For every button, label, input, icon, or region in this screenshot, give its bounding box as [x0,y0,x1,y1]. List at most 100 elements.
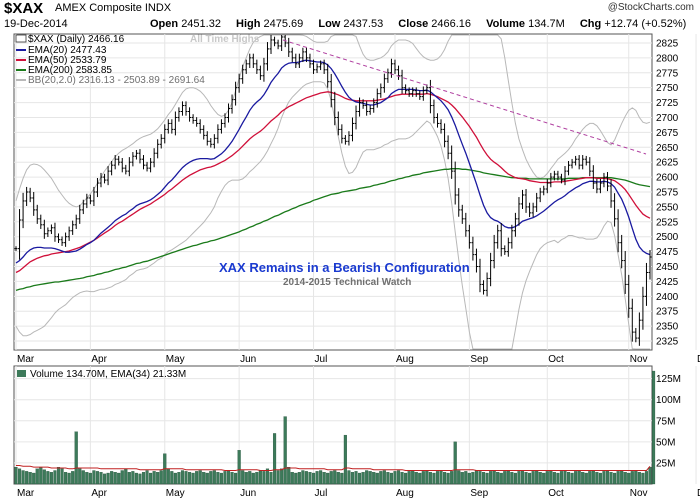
volume-bar [407,471,411,485]
volume-bar [581,472,585,485]
volume-bar [450,471,454,485]
volume-bar [425,470,429,485]
volume-tick-label: 25M [656,458,675,469]
volume-bar [595,472,599,485]
volume-bar [634,470,638,485]
volume-bar [53,470,57,485]
legend-ema50: EMA(50) 2533.79 [28,55,107,66]
volume-bar [262,471,266,485]
open-label: Open [150,18,179,30]
volume-bar [145,470,149,485]
volume-bar [131,471,135,485]
volume-bar [347,470,351,485]
volume-bar [234,472,238,485]
volume-bar [535,470,539,485]
volume-bar [212,470,216,485]
volume-bar [180,470,185,485]
volume-bar [226,470,231,485]
month-tick-label: Jun [240,354,256,365]
volume-bar [343,434,347,485]
volume-bar [563,470,567,485]
volume-bar [258,470,262,485]
series-line-ema-50- [15,91,651,274]
price-tick-label: 2675 [656,128,679,139]
volume-bar [584,472,588,485]
volume-bar [244,472,248,485]
volume-bar [400,472,404,485]
price-tick-label: 2375 [656,307,679,318]
volume-bar [471,472,475,485]
headline-annotation: XAX Remains in a Bearish Configuration [219,260,470,275]
volume-bar [432,472,436,485]
price-tick-label: 2750 [656,83,679,94]
series-line-ema-200- [15,168,651,292]
price-tick-label: 2550 [656,202,679,213]
volume-bar [517,471,521,485]
month-tick-label-bottom: Dec [697,488,700,499]
volume-bar [102,473,107,485]
price-tick-label: 2350 [656,322,679,333]
volume-bar [187,472,192,485]
price-tick-label: 2325 [656,337,679,348]
volume-bar [386,472,390,485]
volume-bar [538,472,542,485]
volume-bar [414,472,418,485]
volume-bar [216,472,220,485]
low-value: 2437.53 [343,18,384,30]
volume-bar [322,472,326,485]
volume-bar [492,470,496,485]
volume-bar [152,471,156,485]
volume-bar [524,472,528,485]
series-line-bb-lower [15,81,650,350]
high-label: High [236,18,261,30]
volume-bar [358,472,362,485]
volume-bar [141,472,146,485]
volume-tick-label: 75M [656,416,675,427]
volume-bar [393,471,397,485]
price-tick-label: 2600 [656,173,679,184]
volume-bar [489,471,493,485]
volume-bar [202,472,206,485]
volume-bar [177,472,181,485]
month-tick-label-bottom: Oct [548,488,564,499]
month-tick-label-bottom: Sep [470,488,488,499]
volume-bar [559,471,564,485]
volume-bar [315,471,319,485]
volume-bar [446,472,450,485]
month-tick-label-bottom: Aug [396,488,414,499]
volume-bar [552,472,556,485]
volume-bar [49,472,53,485]
volume-bar [56,466,61,485]
volume-bar [613,472,617,485]
volume-bar [95,471,100,485]
volume-bar [641,472,645,485]
volume-bar [382,470,386,485]
legend-ema20: EMA(20) 2477.43 [28,45,107,56]
volume-bar [219,472,223,485]
volume-bar [457,470,461,485]
volume-bar [32,472,36,485]
ticker-symbol: $XAX [4,0,44,17]
volume-bar [81,470,85,485]
price-tick-label: 2450 [656,262,679,273]
volume-bar [588,471,592,485]
open-value: 2451.32 [181,18,221,30]
volume-bar [237,450,241,485]
month-tick-label: Aug [396,354,414,365]
volume-bar [308,472,312,485]
volume-bar [319,470,323,485]
volume-bar [117,472,121,485]
volume-bar [198,470,202,485]
stockcharts-brand[interactable]: @StockCharts.com [607,2,694,13]
volume-bar [39,466,43,485]
price-tick-label: 2575 [656,188,679,199]
volume-bar [170,471,174,485]
volume-bar [280,468,284,485]
volume-bar [485,472,489,485]
month-tick-label-bottom: Jun [240,488,256,499]
volume-bar [35,468,39,485]
volume-bar [648,466,652,485]
volume-bar [74,431,78,485]
volume-bar [396,470,401,485]
volume-bar [627,472,631,485]
